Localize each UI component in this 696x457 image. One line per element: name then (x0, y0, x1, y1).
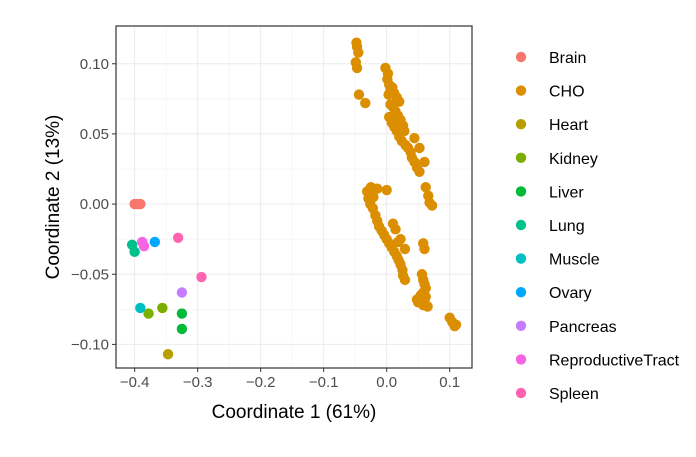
point-kidney (143, 308, 154, 319)
point-lung (129, 246, 140, 258)
point-cho (395, 233, 406, 245)
data-points (126, 37, 462, 360)
plot-panel (115, 25, 473, 369)
point-cho (360, 97, 371, 109)
legend-label-muscle: Muscle (549, 252, 600, 269)
point-brain (135, 198, 146, 210)
point-cho (368, 191, 379, 203)
plot-border (115, 25, 473, 369)
y-tick-label: −0.05 (71, 266, 109, 283)
x-tick-label: −0.2 (246, 374, 276, 391)
point-cho (390, 224, 401, 235)
point-cho (414, 142, 425, 154)
legend: Brain CHO Heart Kidney Liver Lung Muscle Ovary P… (515, 50, 680, 403)
point-kidney (157, 302, 168, 314)
legend-label-reproductivetract: ReproductiveTract (549, 352, 680, 369)
legend-label-brain: Brain (549, 50, 586, 67)
point-cho (399, 274, 411, 286)
x-tick-label: −0.4 (120, 374, 150, 391)
legend-key-lung (515, 219, 527, 231)
point-cho (450, 319, 462, 330)
x-tick-label: −0.3 (183, 374, 213, 391)
legend-label-liver: Liver (549, 184, 584, 201)
legend-label-lung: Lung (549, 218, 585, 235)
legend-key-kidney (515, 152, 527, 163)
legend-label-ovary: Ovary (549, 285, 592, 302)
x-tick-label: 0.1 (439, 374, 460, 391)
point-cho (422, 301, 433, 312)
point-liver (176, 323, 188, 335)
legend-key-cho (515, 85, 527, 96)
point-cho (399, 243, 411, 255)
point-cho (420, 182, 431, 193)
point-cho (409, 132, 420, 144)
legend-key-muscle (515, 253, 527, 264)
point-ovary (149, 236, 161, 248)
x-axis-title: Coordinate 1 (61%) (212, 402, 377, 423)
axes: −0.4 −0.3 −0.2 −0.1 0.0 0.1 −0.10 −0.05 0.00 0.05… (71, 56, 460, 391)
legend-key-heart (515, 119, 527, 130)
legend-key-liver (515, 186, 527, 197)
legend-key-pancreas (515, 320, 527, 331)
legend-label-cho: CHO (549, 84, 585, 101)
legend-label-spleen: Spleen (549, 386, 599, 403)
point-muscle (135, 302, 146, 314)
point-cho (353, 47, 364, 58)
legend-label-kidney: Kidney (549, 151, 598, 168)
point-cho (411, 294, 423, 305)
legend-key-brain (515, 51, 527, 63)
point-pancreas (176, 287, 188, 298)
legend-label-heart: Heart (549, 117, 589, 134)
point-reproductivetract (138, 240, 150, 252)
y-tick-label: 0.05 (80, 126, 109, 143)
y-tick-label: 0.00 (80, 196, 109, 213)
point-cho (419, 243, 430, 255)
legend-key-reproductivetract (515, 354, 527, 365)
point-cho (414, 166, 425, 178)
point-liver (176, 308, 188, 319)
point-cho (426, 200, 438, 211)
y-tick-label: 0.10 (80, 56, 109, 73)
point-cho (419, 156, 430, 168)
point-cho (372, 183, 383, 194)
legend-label-pancreas: Pancreas (549, 319, 617, 336)
y-tick-label: −0.10 (71, 336, 109, 353)
legend-key-ovary (515, 287, 527, 298)
x-tick-label: −0.1 (309, 374, 339, 391)
point-spleen (172, 232, 184, 243)
point-spleen (196, 271, 207, 283)
point-cho (381, 184, 392, 196)
x-tick-label: 0.0 (376, 374, 397, 391)
grid-lines (116, 26, 472, 368)
point-cho (351, 62, 363, 74)
point-cho (353, 89, 365, 100)
y-axis-title: Coordinate 2 (13%) (43, 115, 64, 280)
legend-key-spleen (515, 387, 527, 399)
point-heart (162, 349, 174, 360)
